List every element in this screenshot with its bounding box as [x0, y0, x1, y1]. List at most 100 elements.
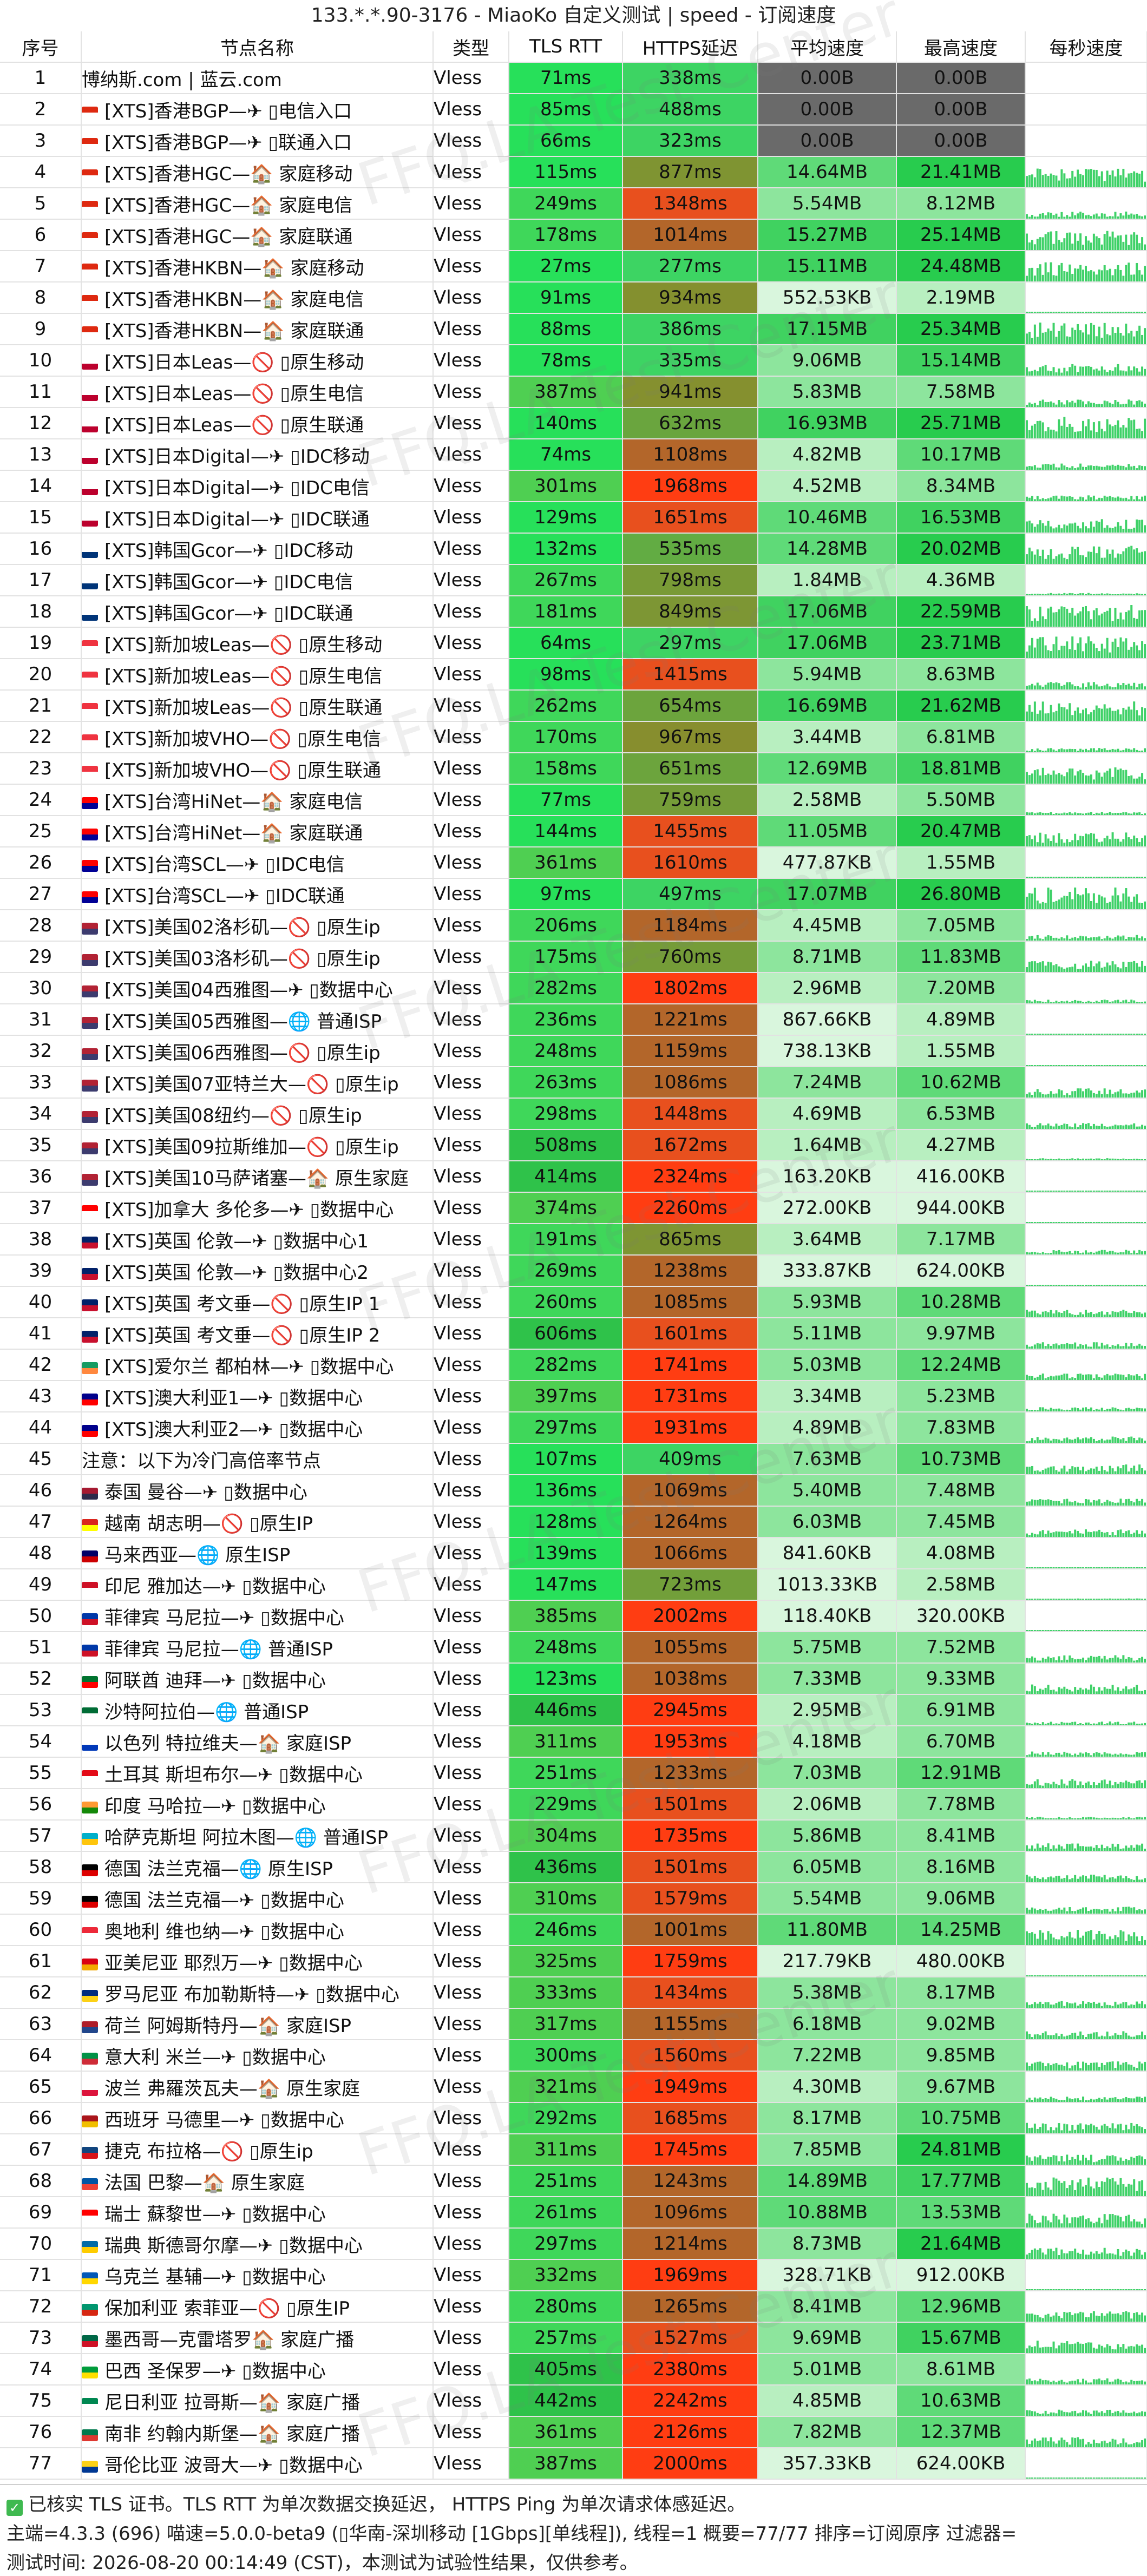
sparkline-bar: [1041, 637, 1044, 658]
header-https-latency[interactable]: HTTPS延迟: [622, 31, 758, 63]
table-row[interactable]: 62 罗马尼亚 布加勒斯特—✈ ▯数据中心 Vless 333ms 1434ms 5.38…: [0, 1977, 1147, 2009]
table-row[interactable]: 71 乌克兰 基辅—✈ ▯数据中心 Vless 332ms 1969ms 328.71KB…: [0, 2259, 1147, 2291]
table-row[interactable]: 46 泰国 曼谷—✈ ▯数据中心 Vless 136ms 1069ms 5.40MB 7.4…: [0, 1475, 1147, 1507]
table-row[interactable]: 65 波兰 弗羅茨瓦夫—🏠 原生家庭 Vless 321ms 1949ms 4.30MB 9…: [0, 2071, 1147, 2103]
table-row[interactable]: 63 荷兰 阿姆斯特丹—🏠 家庭ISP Vless 317ms 1155ms 6.18MB…: [0, 2008, 1147, 2040]
sparkline-bar: [1039, 1222, 1041, 1223]
sparkline-bar: [1109, 424, 1111, 438]
max-speed: 9.85MB: [926, 2045, 996, 2066]
table-row[interactable]: 60 奥地利 维也纳—✈ ▯数据中心 Vless 246ms 1001ms 11.80MB…: [0, 1914, 1147, 1946]
table-row[interactable]: 24 [XTS]台湾HiNet—🏠 家庭电信 Vless 77ms 759ms 2.58M…: [0, 784, 1147, 816]
table-row[interactable]: 6 [XTS]香港HGC—🏠 家庭联通 Vless 178ms 1014ms 15.27M…: [0, 219, 1147, 251]
table-row[interactable]: 27 [XTS]台湾SCL—✈ ▯IDC联通 Vless 97ms 497ms 17.07…: [0, 878, 1147, 910]
table-row[interactable]: 8 [XTS]香港HKBN—🏠 家庭电信 Vless 91ms 934ms 552.53K…: [0, 282, 1147, 314]
table-row[interactable]: 45 注意：以下为冷门高倍率节点 Vless 107ms 409ms 7.63MB 10.7…: [0, 1443, 1147, 1475]
header-node-name[interactable]: 节点名称: [81, 31, 434, 63]
header-per-second-speed[interactable]: 每秒速度: [1025, 31, 1147, 63]
table-row[interactable]: 10 [XTS]日本Leas—🚫 ▯原生移动 Vless 78ms 335ms 9.06M…: [0, 345, 1147, 377]
tls-rtt-cell: 414ms: [509, 1161, 623, 1193]
table-row[interactable]: 14 [XTS]日本Digital—✈ ▯IDC电信 Vless 301ms 1968m…: [0, 470, 1147, 502]
table-row[interactable]: 54 以色列 特拉维夫—🏠 家庭ISP Vless 311ms 1953ms 4.18MB…: [0, 1726, 1147, 1758]
table-row[interactable]: 53 沙特阿拉伯—🌐 普通ISP Vless 446ms 2945ms 2.95MB 6.9…: [0, 1694, 1147, 1726]
sparkline-bar: [1031, 1878, 1033, 1882]
table-row[interactable]: 11 [XTS]日本Leas—🚫 ▯原生电信 Vless 387ms 941ms 5.83…: [0, 376, 1147, 408]
table-row[interactable]: 4 [XTS]香港HGC—🏠 家庭移动 Vless 115ms 877ms 14.64MB…: [0, 156, 1147, 188]
table-row[interactable]: 18 [XTS]韩国Gcor—✈ ▯IDC联通 Vless 181ms 849ms 17.…: [0, 596, 1147, 628]
table-row[interactable]: 66 西班牙 马德里—✈ ▯数据中心 Vless 292ms 1685ms 8.17MB 1…: [0, 2102, 1147, 2134]
sparkline-bar: [1114, 332, 1117, 344]
table-row[interactable]: 31 [XTS]美国05西雅图—🌐 普通ISP Vless 236ms 1221ms 86…: [0, 1004, 1147, 1036]
table-row[interactable]: 70 瑞典 斯德哥尔摩—✈ ▯数据中心 Vless 297ms 1214ms 8.73MB…: [0, 2228, 1147, 2260]
header-index[interactable]: 序号: [0, 31, 82, 63]
table-row[interactable]: 55 土耳其 斯坦布尔—✈ ▯数据中心 Vless 251ms 1233ms 7.03MB…: [0, 1757, 1147, 1789]
sparkline-bar: [1074, 775, 1077, 783]
table-row[interactable]: 40 [XTS]英国 考文垂—🚫 ▯原生IP 1 Vless 260ms 1085ms 5…: [0, 1286, 1147, 1318]
table-row[interactable]: 19 [XTS]新加坡Leas—🚫 ▯原生移动 Vless 64ms 297ms 17.0…: [0, 627, 1147, 659]
table-row[interactable]: 76 南非 约翰内斯堡—🏠 家庭广播 Vless 361ms 2126ms 7.82MB 1…: [0, 2416, 1147, 2448]
table-row[interactable]: 73 墨西哥—克雷塔罗🏠 家庭广播 Vless 257ms 1527ms 9.69MB 15…: [0, 2322, 1147, 2354]
table-row[interactable]: 26 [XTS]台湾SCL—✈ ▯IDC电信 Vless 361ms 1610ms 477…: [0, 847, 1147, 879]
table-row[interactable]: 52 阿联酋 迪拜—✈ ▯数据中心 Vless 123ms 1038ms 7.33MB 9.…: [0, 1663, 1147, 1695]
table-row[interactable]: 51 菲律宾 马尼拉—🌐 普通ISP Vless 248ms 1055ms 5.75MB 7…: [0, 1632, 1147, 1664]
table-row[interactable]: 2 [XTS]香港BGP—✈ ▯电信入口 Vless 85ms 488ms 0.00B 0.…: [0, 94, 1147, 126]
table-row[interactable]: 69 瑞士 蘇黎世—✈ ▯数据中心 Vless 261ms 1096ms 10.88MB 1…: [0, 2197, 1147, 2229]
table-row[interactable]: 43 [XTS]澳大利亚1—✈ ▯数据中心 Vless 397ms 1731ms 3.34…: [0, 1381, 1147, 1412]
table-row[interactable]: 13 [XTS]日本Digital—✈ ▯IDC移动 Vless 74ms 1108ms…: [0, 439, 1147, 471]
table-row[interactable]: 49 印尼 雅加达—✈ ▯数据中心 Vless 147ms 723ms 1013.33KB…: [0, 1569, 1147, 1601]
table-row[interactable]: 42 [XTS]爱尔兰 都柏林—✈ ▯数据中心 Vless 282ms 1741ms 5.…: [0, 1349, 1147, 1381]
table-row[interactable]: 58 德国 法兰克福—🌐 原生ISP Vless 436ms 1501ms 6.05MB 8…: [0, 1851, 1147, 1883]
table-row[interactable]: 21 [XTS]新加坡Leas—🚫 ▯原生联通 Vless 262ms 654ms 16.…: [0, 690, 1147, 722]
table-row[interactable]: 33 [XTS]美国07亚特兰大—🚫 ▯原生ip Vless 263ms 1086ms 7…: [0, 1067, 1147, 1099]
table-row[interactable]: 75 尼日利亚 拉哥斯—🏠 家庭广播 Vless 442ms 2242ms 4.85MB 1…: [0, 2385, 1147, 2417]
table-row[interactable]: 12 [XTS]日本Leas—🚫 ▯原生联通 Vless 140ms 632ms 16.9…: [0, 408, 1147, 439]
table-row[interactable]: 1 博纳斯.com | 蓝云.com Vless 71ms 338ms 0.00B 0.00…: [0, 62, 1147, 94]
table-row[interactable]: 29 [XTS]美国03洛杉矶—🚫 ▯原生ip Vless 175ms 760ms 8.7…: [0, 941, 1147, 973]
header-tls-rtt[interactable]: TLS RTT: [509, 31, 623, 63]
table-row[interactable]: 9 [XTS]香港HKBN—🏠 家庭联通 Vless 88ms 386ms 17.15MB…: [0, 313, 1147, 345]
table-row[interactable]: 67 捷克 布拉格—🚫 ▯原生ip Vless 311ms 1745ms 7.85MB 24…: [0, 2134, 1147, 2166]
table-row[interactable]: 34 [XTS]美国08纽约—🚫 ▯原生ip Vless 298ms 1448ms 4.6…: [0, 1098, 1147, 1130]
table-row[interactable]: 22 [XTS]新加坡VHO—🚫 ▯原生电信 Vless 170ms 967ms 3.44…: [0, 721, 1147, 753]
table-row[interactable]: 47 越南 胡志明—🚫 ▯原生IP Vless 128ms 1264ms 6.03MB 7.…: [0, 1506, 1147, 1538]
table-row[interactable]: 57 哈萨克斯坦 阿拉木图—🌐 普通ISP Vless 304ms 1735ms 5.86…: [0, 1820, 1147, 1852]
table-row[interactable]: 20 [XTS]新加坡Leas—🚫 ▯原生电信 Vless 98ms 1415ms 5.9…: [0, 659, 1147, 691]
row-index: 45: [28, 1448, 53, 1470]
table-row[interactable]: 30 [XTS]美国04西雅图—✈ ▯数据中心 Vless 282ms 1802ms 2.…: [0, 972, 1147, 1004]
header-type[interactable]: 类型: [433, 31, 509, 63]
table-row[interactable]: 68 法国 巴黎—🏠 原生家庭 Vless 251ms 1243ms 14.89MB 17.…: [0, 2165, 1147, 2197]
row-index: 5: [34, 193, 47, 214]
table-row[interactable]: 16 [XTS]韩国Gcor—✈ ▯IDC移动 Vless 132ms 535ms 14.…: [0, 533, 1147, 565]
table-row[interactable]: 25 [XTS]台湾HiNet—🏠 家庭联通 Vless 144ms 1455ms 11.…: [0, 816, 1147, 847]
sparkline-bar: [1074, 1000, 1077, 1003]
table-row[interactable]: 48 马来西亚—🌐 原生ISP Vless 139ms 1066ms 841.60KB 4.…: [0, 1537, 1147, 1569]
sparkline-bar: [1071, 1314, 1074, 1317]
table-row[interactable]: 23 [XTS]新加坡VHO—🚫 ▯原生联通 Vless 158ms 651ms 12.6…: [0, 753, 1147, 785]
table-row[interactable]: 5 [XTS]香港HGC—🏠 家庭电信 Vless 249ms 1348ms 5.54MB…: [0, 188, 1147, 220]
table-row[interactable]: 41 [XTS]英国 考文垂—🚫 ▯原生IP 2 Vless 606ms 1601ms 5…: [0, 1318, 1147, 1350]
table-row[interactable]: 59 德国 法兰克福—✈ ▯数据中心 Vless 310ms 1579ms 5.54MB 9…: [0, 1883, 1147, 1915]
table-row[interactable]: 39 [XTS]英国 伦敦—✈ ▯数据中心2 Vless 269ms 1238ms 333…: [0, 1255, 1147, 1287]
table-row[interactable]: 77 哥伦比亚 波哥大—✈ ▯数据中心 Vless 387ms 2000ms 357.33…: [0, 2448, 1147, 2480]
table-row[interactable]: 38 [XTS]英国 伦敦—✈ ▯数据中心1 Vless 191ms 865ms 3.64…: [0, 1224, 1147, 1256]
node-type: Vless: [434, 1103, 482, 1125]
table-row[interactable]: 72 保加利亚 索菲亚—🚫 ▯原生IP Vless 280ms 1265ms 8.41MB…: [0, 2291, 1147, 2323]
table-row[interactable]: 74 巴西 圣保罗—✈ ▯数据中心 Vless 405ms 2380ms 5.01MB 8.…: [0, 2354, 1147, 2386]
table-row[interactable]: 15 [XTS]日本Digital—✈ ▯IDC联通 Vless 129ms 1651m…: [0, 502, 1147, 534]
header-avg-speed[interactable]: 平均速度: [758, 31, 897, 63]
table-row[interactable]: 44 [XTS]澳大利亚2—✈ ▯数据中心 Vless 297ms 1931ms 4.89…: [0, 1412, 1147, 1444]
table-row[interactable]: 56 印度 马哈拉—✈ ▯数据中心 Vless 229ms 1501ms 2.06MB 7.…: [0, 1789, 1147, 1821]
table-row[interactable]: 17 [XTS]韩国Gcor—✈ ▯IDC电信 Vless 267ms 798ms 1.8…: [0, 564, 1147, 596]
table-row[interactable]: 64 意大利 米兰—✈ ▯数据中心 Vless 300ms 1560ms 7.22MB 9.…: [0, 2040, 1147, 2072]
sparkline-bar: [1039, 2414, 1041, 2415]
table-row[interactable]: 7 [XTS]香港HKBN—🏠 家庭移动 Vless 27ms 277ms 15.11MB…: [0, 251, 1147, 282]
table-row[interactable]: 36 [XTS]美国10马萨诸塞—🏠 原生家庭 Vless 414ms 2324ms 16…: [0, 1161, 1147, 1193]
header-max-speed[interactable]: 最高速度: [896, 31, 1026, 63]
sparkline-bar: [1125, 709, 1128, 720]
table-row[interactable]: 3 [XTS]香港BGP—✈ ▯联通入口 Vless 66ms 323ms 0.00B 0.…: [0, 125, 1147, 157]
table-row[interactable]: 37 [XTS]加拿大 多伦多—✈ ▯数据中心 Vless 374ms 2260ms 27…: [0, 1192, 1147, 1224]
table-row[interactable]: 28 [XTS]美国02洛杉矶—🚫 ▯原生ip Vless 206ms 1184ms 4.…: [0, 910, 1147, 942]
table-row[interactable]: 61 亚美尼亚 耶烈万—✈ ▯数据中心 Vless 325ms 1759ms 217.79…: [0, 1946, 1147, 1977]
table-row[interactable]: 50 菲律宾 马尼拉—✈ ▯数据中心 Vless 385ms 2002ms 118.40K…: [0, 1600, 1147, 1632]
table-row[interactable]: 35 [XTS]美国09拉斯维加—🚫 ▯原生ip Vless 508ms 1672ms 1…: [0, 1129, 1147, 1161]
table-row[interactable]: 32 [XTS]美国06西雅图—🚫 ▯原生ip Vless 248ms 1159ms 73…: [0, 1035, 1147, 1067]
